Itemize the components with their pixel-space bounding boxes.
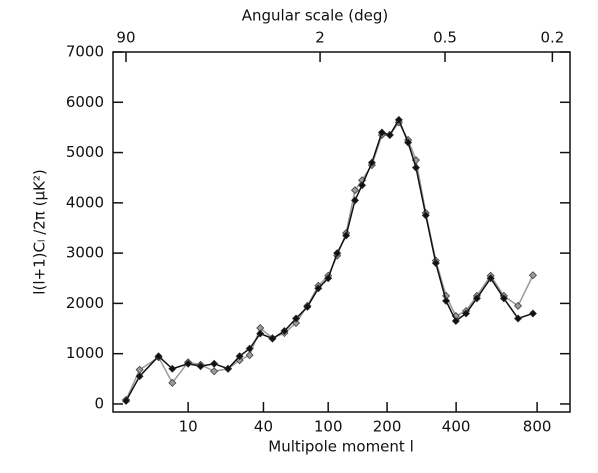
data-point [122, 396, 131, 405]
x-tick-label: 400 [442, 418, 471, 436]
x-tick-label: 100 [314, 418, 343, 436]
data-point [210, 367, 219, 376]
y-tick-label: 5000 [66, 143, 104, 161]
data-point [411, 163, 420, 172]
data-point [528, 271, 537, 280]
data-point [280, 327, 289, 336]
x2-tick-label: 90 [116, 29, 135, 47]
y-tick-label: 2000 [66, 294, 104, 312]
data-point [431, 259, 440, 268]
data-point [333, 249, 342, 258]
data-point [462, 309, 471, 318]
data-point [394, 115, 403, 124]
top-axis-label: Angular scale (deg) [242, 7, 388, 25]
data-point [472, 294, 481, 303]
data-point [528, 309, 537, 318]
data-point [342, 231, 351, 240]
x-axis-label: Multipole moment l [268, 438, 413, 456]
y-axis-label: l(l+1)Cₗ /2π (μK²) [31, 169, 49, 294]
data-point [256, 329, 265, 338]
x2-tick-label: 0.2 [540, 29, 564, 47]
data-point [154, 352, 163, 361]
data-point [404, 138, 413, 147]
data-point [377, 128, 386, 137]
y-tick-label: 7000 [66, 43, 104, 61]
y-tick-label: 6000 [66, 93, 104, 111]
data-point [486, 274, 495, 283]
y-tick-label: 1000 [66, 344, 104, 362]
x-tick-label: 40 [254, 418, 273, 436]
data-point [245, 351, 254, 360]
data-point [168, 364, 177, 373]
data-point [184, 359, 193, 368]
y-tick-label: 3000 [66, 244, 104, 262]
data-point [292, 314, 301, 323]
data-point [196, 362, 205, 371]
plot-frame [112, 51, 571, 413]
data-point [385, 130, 394, 139]
data-point [514, 314, 523, 323]
data-point [514, 301, 523, 310]
x-tick-label: 800 [523, 418, 552, 436]
data-point [499, 294, 508, 303]
x2-tick-label: 0.5 [433, 29, 457, 47]
data-point [324, 274, 333, 283]
data-point [314, 284, 323, 293]
data-point [421, 211, 430, 220]
data-point [268, 334, 277, 343]
data-point [358, 181, 367, 190]
data-point [442, 296, 451, 305]
data-point [210, 359, 219, 368]
y-tick-label: 0 [94, 394, 104, 412]
data-point [351, 186, 359, 195]
data-point [367, 158, 376, 167]
data-point [451, 316, 460, 325]
data-point [351, 196, 359, 205]
data-point [245, 344, 254, 353]
y-tick-label: 4000 [66, 193, 104, 211]
x-tick-label: 200 [373, 418, 402, 436]
x-tick-label: 10 [179, 418, 198, 436]
data-point [235, 352, 244, 361]
data-point [224, 364, 233, 373]
data-point [168, 378, 177, 387]
data-point [303, 302, 312, 311]
data-point [135, 372, 144, 381]
x2-tick-label: 2 [315, 29, 325, 47]
